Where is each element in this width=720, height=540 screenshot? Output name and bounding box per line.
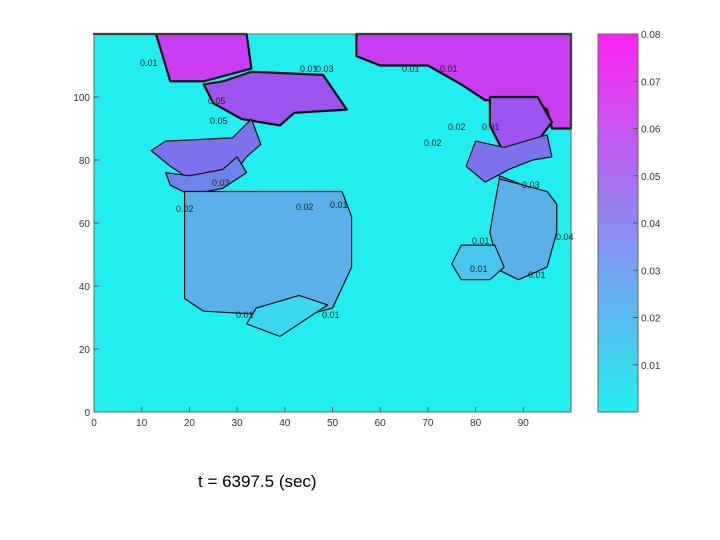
contour-value-label: 0.01 <box>330 200 348 210</box>
contour-value-label: 0.02 <box>424 138 442 148</box>
contour-value-label: 0.03 <box>316 64 334 74</box>
contour-value-label: 0.01 <box>236 310 254 320</box>
y-tick-label: 0 <box>84 408 90 419</box>
x-tick-label: 50 <box>327 418 339 429</box>
colorbar-tick-label: 0.01 <box>641 361 661 372</box>
x-tick-label: 60 <box>375 418 387 429</box>
x-tick-label: 40 <box>279 418 291 429</box>
contour-value-label: 0.01 <box>528 270 546 280</box>
contour-region-6 <box>165 156 248 196</box>
contour-value-label: 0.01 <box>440 64 458 74</box>
contour-value-label: 0.05 <box>210 116 228 126</box>
x-tick-label: 70 <box>422 418 434 429</box>
contour-value-label: 0.03 <box>212 178 230 188</box>
contour-value-label: 0.05 <box>208 96 226 106</box>
x-tick-label: 90 <box>518 418 530 429</box>
x-axis: 0 10 20 30 40 50 60 70 80 90 <box>91 407 529 429</box>
colorbar-tick-label: 0.03 <box>641 266 661 277</box>
contour-value-label: 0.01 <box>140 58 158 68</box>
contour-value-label: 0.01 <box>300 64 318 74</box>
time-caption: t = 6397.5 (sec) <box>198 472 317 491</box>
y-axis: 0 20 40 60 80 100 <box>73 93 99 419</box>
colorbar-tick-label: 0.07 <box>641 77 661 88</box>
contour-value-label: 0.02 <box>176 204 194 214</box>
contour-plot-area: 0.010.03 0.01 0.010.010.050.050.02 0.010.02… <box>92 32 574 413</box>
contour-value-label: 0.02 <box>448 122 466 132</box>
colorbar-tick-label: 0.08 <box>641 30 661 41</box>
colorbar: 0.01 0.02 0.03 0.04 0.05 0.06 0.07 0.08 <box>597 30 661 413</box>
x-tick-label: 10 <box>136 418 148 429</box>
contour-region-10 <box>451 244 505 281</box>
colorbar-tick-label: 0.04 <box>641 219 661 230</box>
contour-value-label: 0.04 <box>556 232 574 242</box>
y-tick-label: 60 <box>79 219 91 230</box>
y-tick-label: 20 <box>79 345 91 356</box>
contour-region-2 <box>202 70 348 127</box>
y-tick-label: 40 <box>79 282 91 293</box>
contour-value-label: 0.01 <box>472 236 490 246</box>
contour-value-label: 0.02 <box>296 202 314 212</box>
x-tick-label: 0 <box>91 418 97 429</box>
contour-region-5 <box>465 134 553 183</box>
contour-value-label: 0.01 <box>482 122 500 132</box>
contour-value-label: 0.01 <box>402 64 420 74</box>
colorbar-tick-label: 0.06 <box>641 125 661 136</box>
x-tick-label: 80 <box>470 418 482 429</box>
contour-value-label: 0.03 <box>522 180 540 190</box>
colorbar-gradient <box>597 33 639 413</box>
y-tick-label: 100 <box>73 93 90 104</box>
x-tick-label: 20 <box>184 418 196 429</box>
x-tick-label: 30 <box>232 418 244 429</box>
colorbar-tick-label: 0.05 <box>641 172 661 183</box>
contour-region-11 <box>246 294 329 337</box>
colorbar-tick-label: 0.02 <box>641 314 661 325</box>
y-tick-label: 80 <box>79 156 91 167</box>
contour-value-label: 0.01 <box>470 264 488 274</box>
contour-region-9 <box>489 178 558 281</box>
contour-region-8 <box>184 190 353 315</box>
contour-value-label: 0.01 <box>322 310 340 320</box>
